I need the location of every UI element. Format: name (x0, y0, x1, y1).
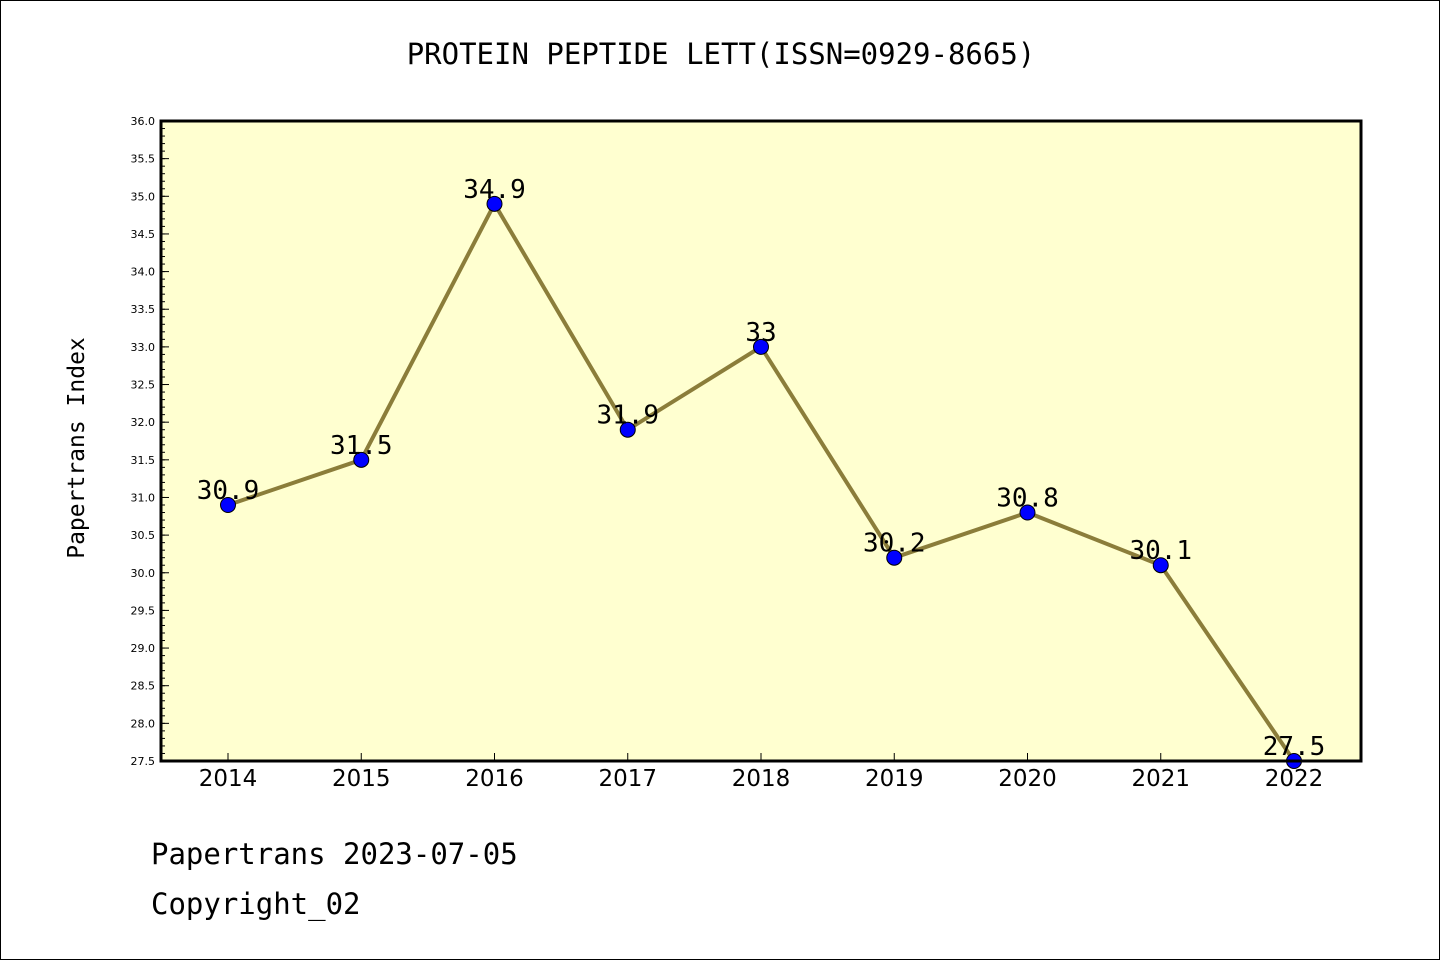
data-label: 34.9 (463, 175, 526, 205)
x-tick-label: 2017 (598, 766, 657, 792)
y-tick-label: 35.5 (131, 153, 156, 166)
plot-area (161, 121, 1361, 761)
data-labels: 30.9 31.5 34.9 31.9 33 30.2 30.8 30.1 27.5 (197, 175, 1326, 762)
y-tick-label: 34.5 (131, 228, 156, 241)
y-tick-label: 27.5 (131, 755, 156, 768)
footer-date: Papertrans 2023-07-05 (151, 837, 518, 871)
data-point (353, 451, 370, 468)
x-tick-label: 2018 (732, 766, 791, 792)
data-label: 27.5 (1263, 732, 1326, 762)
y-tick-label: 33.5 (131, 303, 156, 316)
footer-copyright: Copyright_02 (151, 887, 361, 921)
data-label: 31.9 (596, 401, 659, 431)
data-label: 33 (745, 318, 776, 348)
y-tick-label: 30.0 (131, 567, 156, 580)
y-tick-label: 35.0 (131, 190, 156, 203)
y-tick-label: 34.0 (131, 266, 156, 279)
data-label: 31.5 (330, 431, 393, 461)
y-tick-label: 32.0 (131, 416, 156, 429)
x-tick-label: 2016 (465, 766, 524, 792)
y-tick-label: 28.0 (131, 717, 156, 730)
data-label: 30.1 (1129, 536, 1192, 566)
data-point (753, 338, 769, 355)
y-tick-label: 31.0 (131, 491, 156, 504)
x-tick-label: 2015 (332, 766, 391, 792)
x-tick-label: 2014 (199, 766, 258, 792)
y-tick-label: 29.5 (131, 604, 156, 617)
data-point (486, 195, 503, 212)
x-axis-ticks: 2014 2015 2016 2017 2018 2019 2020 2021 2022 (199, 753, 1324, 792)
data-point (886, 549, 903, 566)
x-tick-label: 2022 (1265, 766, 1324, 792)
y-tick-label: 28.5 (131, 680, 156, 693)
data-label: 30.2 (863, 529, 926, 559)
y-tick-label: 36.0 (131, 115, 156, 128)
data-label: 30.9 (197, 476, 260, 506)
x-tick-label: 2020 (998, 766, 1057, 792)
x-tick-label: 2021 (1131, 766, 1190, 792)
data-point (619, 421, 636, 438)
y-tick-label: 32.5 (131, 379, 156, 392)
y-tick-label: 31.5 (131, 454, 156, 467)
series-markers (220, 195, 1302, 769)
data-point (220, 497, 236, 513)
y-tick-label: 29.0 (131, 642, 156, 655)
y-tick-label: 33.0 (131, 341, 156, 354)
chart-title: PROTEIN PEPTIDE LETT(ISSN=0929-8665) (406, 37, 1036, 71)
data-point (1019, 504, 1036, 521)
plot-border (159, 119, 1363, 763)
data-label: 30.8 (996, 484, 1059, 514)
data-point (1152, 557, 1169, 574)
y-axis-ticks: 27.5 28.0 28.5 29.0 29.5 30.0 30.5 31.0 31.5 32.0… (131, 115, 169, 768)
y-tick-label: 30.5 (131, 529, 156, 542)
x-tick-label: 2019 (865, 766, 924, 792)
